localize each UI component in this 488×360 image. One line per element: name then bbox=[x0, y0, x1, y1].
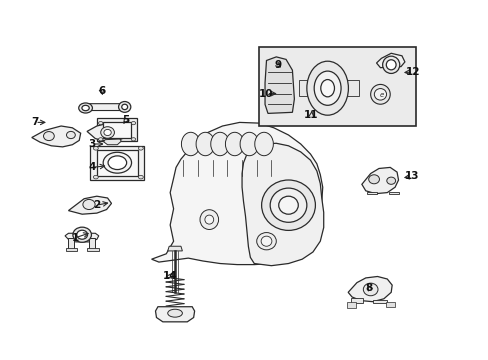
Text: 5: 5 bbox=[122, 114, 129, 125]
Polygon shape bbox=[87, 123, 128, 141]
Polygon shape bbox=[68, 196, 111, 214]
Ellipse shape bbox=[108, 156, 126, 170]
Polygon shape bbox=[361, 167, 398, 194]
Polygon shape bbox=[372, 300, 386, 303]
Ellipse shape bbox=[93, 147, 98, 150]
Ellipse shape bbox=[103, 129, 111, 135]
Ellipse shape bbox=[101, 127, 114, 138]
Ellipse shape bbox=[131, 121, 136, 125]
Polygon shape bbox=[103, 139, 121, 145]
Bar bbox=[90, 146, 144, 180]
Text: 1: 1 bbox=[72, 233, 79, 243]
Ellipse shape bbox=[138, 175, 143, 179]
Ellipse shape bbox=[73, 227, 91, 242]
Ellipse shape bbox=[382, 56, 399, 73]
Text: 9: 9 bbox=[274, 60, 281, 70]
Ellipse shape bbox=[131, 138, 136, 141]
Ellipse shape bbox=[122, 104, 127, 109]
Text: 6: 6 bbox=[98, 86, 105, 96]
Text: 8: 8 bbox=[365, 283, 372, 293]
Polygon shape bbox=[81, 104, 126, 111]
Ellipse shape bbox=[196, 132, 214, 156]
Text: 2: 2 bbox=[93, 200, 100, 210]
Text: 7: 7 bbox=[31, 117, 39, 127]
Ellipse shape bbox=[200, 210, 218, 230]
Ellipse shape bbox=[83, 199, 95, 210]
Ellipse shape bbox=[386, 177, 395, 184]
Text: e: e bbox=[379, 93, 383, 98]
Ellipse shape bbox=[210, 132, 229, 156]
Ellipse shape bbox=[79, 103, 92, 113]
Text: 3: 3 bbox=[88, 139, 95, 149]
Ellipse shape bbox=[98, 121, 102, 125]
Polygon shape bbox=[350, 298, 362, 303]
Ellipse shape bbox=[256, 233, 276, 250]
Polygon shape bbox=[155, 307, 194, 322]
Ellipse shape bbox=[320, 80, 334, 97]
Bar bbox=[97, 118, 137, 141]
Text: 12: 12 bbox=[405, 67, 420, 77]
Ellipse shape bbox=[181, 132, 200, 156]
Ellipse shape bbox=[374, 89, 386, 100]
Ellipse shape bbox=[77, 230, 87, 239]
Text: 13: 13 bbox=[404, 171, 418, 181]
Ellipse shape bbox=[261, 180, 315, 230]
Ellipse shape bbox=[43, 132, 54, 140]
Polygon shape bbox=[89, 238, 95, 249]
Polygon shape bbox=[347, 276, 391, 302]
Polygon shape bbox=[65, 248, 77, 251]
Ellipse shape bbox=[386, 60, 395, 70]
Polygon shape bbox=[299, 80, 359, 96]
Ellipse shape bbox=[167, 309, 182, 317]
Ellipse shape bbox=[240, 132, 258, 156]
Text: 10: 10 bbox=[259, 89, 273, 99]
Polygon shape bbox=[346, 302, 355, 308]
Ellipse shape bbox=[278, 196, 298, 214]
Text: 4: 4 bbox=[88, 162, 96, 172]
Polygon shape bbox=[87, 248, 99, 251]
Polygon shape bbox=[242, 143, 323, 266]
Ellipse shape bbox=[261, 236, 271, 246]
Bar bbox=[97, 150, 138, 176]
Ellipse shape bbox=[254, 132, 273, 156]
Ellipse shape bbox=[98, 138, 102, 141]
Polygon shape bbox=[151, 122, 322, 265]
Text: 14: 14 bbox=[163, 271, 177, 282]
Ellipse shape bbox=[368, 175, 379, 184]
Ellipse shape bbox=[103, 152, 131, 173]
Ellipse shape bbox=[138, 147, 143, 150]
Polygon shape bbox=[167, 246, 182, 251]
Ellipse shape bbox=[314, 71, 341, 105]
Polygon shape bbox=[32, 126, 81, 147]
Polygon shape bbox=[366, 192, 376, 194]
Bar bbox=[102, 122, 131, 138]
Polygon shape bbox=[264, 57, 294, 113]
Ellipse shape bbox=[119, 102, 131, 112]
Polygon shape bbox=[388, 192, 398, 194]
Bar bbox=[259, 47, 415, 126]
Ellipse shape bbox=[66, 131, 75, 139]
Ellipse shape bbox=[363, 283, 377, 296]
Ellipse shape bbox=[204, 215, 213, 224]
Text: 11: 11 bbox=[304, 110, 318, 120]
Ellipse shape bbox=[370, 85, 389, 104]
Polygon shape bbox=[386, 302, 394, 307]
Ellipse shape bbox=[306, 61, 348, 115]
Polygon shape bbox=[65, 233, 99, 242]
Ellipse shape bbox=[269, 188, 306, 222]
Polygon shape bbox=[68, 238, 74, 249]
Ellipse shape bbox=[81, 105, 89, 111]
Ellipse shape bbox=[93, 175, 98, 179]
Polygon shape bbox=[376, 53, 404, 68]
Ellipse shape bbox=[225, 132, 244, 156]
